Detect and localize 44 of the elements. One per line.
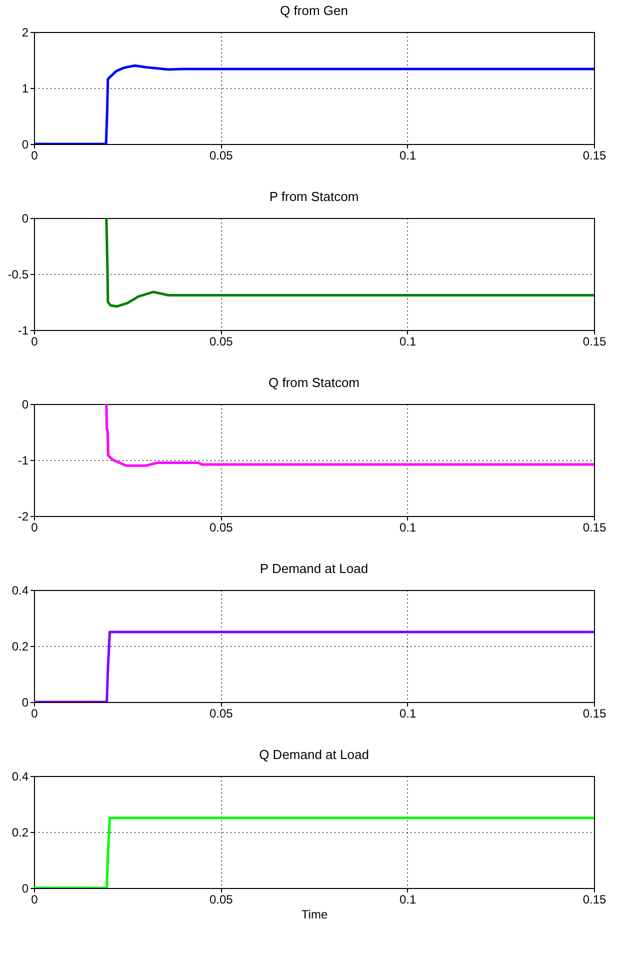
y-tick-label: 0 xyxy=(22,882,29,896)
x-tick-label: 0 xyxy=(31,334,38,348)
y-tick-label: 0.4 xyxy=(12,770,29,784)
x-tick-label: 0.15 xyxy=(582,334,606,348)
line-series xyxy=(105,218,594,308)
x-tick-label: 0 xyxy=(31,148,38,162)
x-axis-title: Time xyxy=(301,908,328,922)
x-tick-label: 0.1 xyxy=(399,706,416,720)
y-tick-label: -1 xyxy=(18,324,29,338)
y-tick-label: 0.2 xyxy=(12,826,29,840)
x-tick-label: 0.1 xyxy=(399,334,416,348)
y-tick-label: -0.5 xyxy=(8,268,29,282)
x-tick-label: 0.05 xyxy=(209,892,234,906)
x-tick-label: 0 xyxy=(31,706,38,720)
x-tick-label: 0.15 xyxy=(582,148,606,162)
y-tick-label: 2 xyxy=(22,26,29,40)
chart-title: Q Demand at Load xyxy=(259,747,369,762)
y-tick-label: 1 xyxy=(22,82,29,96)
chart-title: Q from Gen xyxy=(280,3,348,18)
chart-title: Q from Statcom xyxy=(268,375,360,390)
x-tick-label: 0.1 xyxy=(399,148,416,162)
chart-title: P Demand at Load xyxy=(260,561,368,576)
x-tick-label: 0.05 xyxy=(209,520,234,534)
y-tick-label: 0 xyxy=(22,212,29,226)
y-tick-label: 0 xyxy=(22,138,29,152)
x-tick-label: 0.15 xyxy=(582,706,606,720)
x-tick-label: 0.15 xyxy=(582,892,606,906)
line-series xyxy=(105,404,594,467)
x-tick-label: 0 xyxy=(31,892,38,906)
y-tick-label: 0.4 xyxy=(12,584,29,598)
y-tick-label: 0.2 xyxy=(12,640,29,654)
x-tick-label: 0.05 xyxy=(209,706,234,720)
x-tick-label: 0.1 xyxy=(399,892,416,906)
y-tick-label: -2 xyxy=(18,510,29,524)
x-tick-label: 0.15 xyxy=(582,520,606,534)
y-tick-label: -1 xyxy=(18,454,29,468)
line-series xyxy=(34,64,594,144)
y-tick-label: 0 xyxy=(22,398,29,412)
x-tick-label: 0.05 xyxy=(209,148,234,162)
y-tick-label: 0 xyxy=(22,696,29,710)
x-tick-label: 0.05 xyxy=(209,334,234,348)
x-tick-label: 0 xyxy=(31,520,38,534)
x-tick-label: 0.1 xyxy=(399,520,416,534)
chart-title: P from Statcom xyxy=(269,189,359,204)
